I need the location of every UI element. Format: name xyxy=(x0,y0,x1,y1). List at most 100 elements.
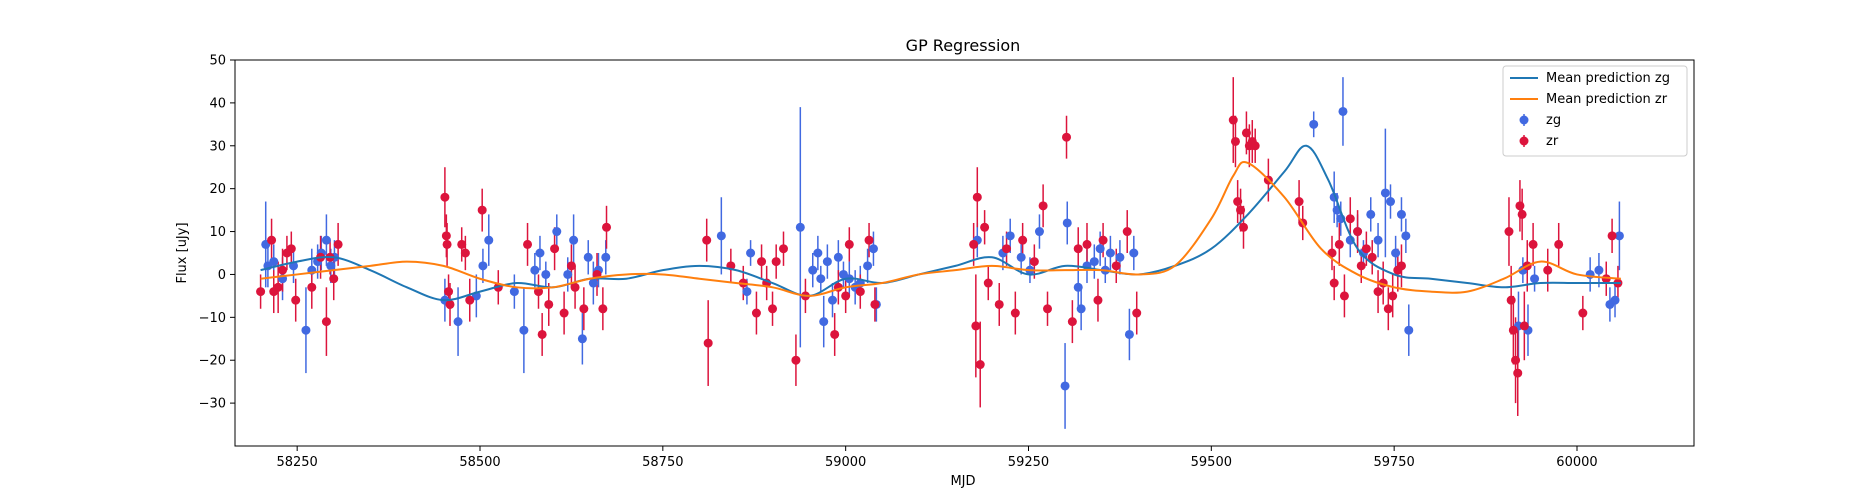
zr-point xyxy=(1396,261,1406,271)
zr-point xyxy=(566,261,576,271)
zr-point xyxy=(457,239,467,249)
zr-point xyxy=(1122,227,1132,237)
zg-point xyxy=(1073,282,1083,292)
y-tick-label: −20 xyxy=(199,354,226,369)
y-tick-label: −30 xyxy=(199,397,226,412)
zg-point xyxy=(746,248,756,258)
y-axis-label: Flux [uJy] xyxy=(175,222,190,283)
zr-point xyxy=(1528,239,1538,249)
zr-point xyxy=(1002,244,1012,254)
zr-point xyxy=(273,282,283,292)
zr-point xyxy=(598,304,608,314)
x-tick-label: 58750 xyxy=(642,455,683,470)
zr-point xyxy=(1239,222,1249,232)
zr-point xyxy=(791,355,801,365)
legend-label-zg: zg xyxy=(1546,113,1561,128)
zg-point xyxy=(1610,295,1620,305)
zg-point xyxy=(569,235,579,245)
zr-point xyxy=(1327,248,1337,258)
zr-point xyxy=(841,291,851,301)
zg-point xyxy=(833,252,843,262)
zr-point xyxy=(1093,295,1103,305)
mean-prediction-zr-line xyxy=(260,161,1621,297)
zr-point xyxy=(442,239,452,249)
zg-point xyxy=(868,244,878,254)
x-tick-label: 60000 xyxy=(1556,455,1597,470)
zr-point xyxy=(267,235,277,245)
plot-area xyxy=(256,77,1624,429)
zr-point xyxy=(321,317,331,327)
zr-point xyxy=(1607,231,1617,241)
zr-point xyxy=(1356,261,1366,271)
x-tick-label: 58250 xyxy=(276,455,317,470)
zr-point xyxy=(1578,308,1588,318)
legend: Mean prediction zg Mean prediction zr zg… xyxy=(1502,65,1688,157)
zr-point xyxy=(768,304,778,314)
zr-point xyxy=(1230,136,1240,146)
zr-point xyxy=(983,278,993,288)
zr-point xyxy=(980,222,990,232)
mean-prediction-lines xyxy=(260,144,1621,302)
zg-point xyxy=(813,248,823,258)
zr-point xyxy=(1228,115,1238,125)
x-tick-label: 59000 xyxy=(825,455,866,470)
zg-point xyxy=(541,269,551,279)
zr-point xyxy=(1373,287,1383,297)
zg-point xyxy=(716,231,726,241)
x-tick-label: 59500 xyxy=(1191,455,1232,470)
zr-point xyxy=(864,235,874,245)
zr-point xyxy=(1082,239,1092,249)
zr-point xyxy=(550,244,560,254)
x-axis-ticks: 58250 58500 58750 59000 59250 59500 59750 60000 xyxy=(276,446,1598,470)
zr-point xyxy=(440,192,450,202)
zg-point xyxy=(822,257,832,267)
zr-point xyxy=(771,257,781,267)
zg-point xyxy=(742,287,752,297)
zg-point xyxy=(795,222,805,232)
y-tick-label: −10 xyxy=(199,311,226,326)
y-tick-label: 0 xyxy=(218,268,226,283)
zg-point xyxy=(1385,197,1395,207)
zr-point xyxy=(1250,141,1260,151)
zr-point xyxy=(1334,239,1344,249)
zr-point xyxy=(1353,227,1363,237)
zr-point xyxy=(1073,244,1083,254)
zr-point xyxy=(544,299,554,309)
zg-point xyxy=(583,252,593,262)
zr-point xyxy=(1018,235,1028,245)
zr-point xyxy=(537,329,547,339)
legend-marker-zr xyxy=(1519,136,1529,146)
zr-point xyxy=(1233,197,1243,207)
zr-point xyxy=(559,308,569,318)
zg-point xyxy=(484,235,494,245)
legend-label-mean-zr: Mean prediction zr xyxy=(1546,92,1668,107)
zr-point xyxy=(291,295,301,305)
zr-point xyxy=(1367,252,1377,262)
y-tick-label: 40 xyxy=(209,96,226,111)
zr-point xyxy=(286,244,296,254)
mean-prediction-zg-line xyxy=(260,144,1621,302)
zr-point xyxy=(1098,235,1108,245)
zg-point xyxy=(563,269,573,279)
zg-point xyxy=(530,265,540,275)
zg-point xyxy=(1129,248,1139,258)
zr-point xyxy=(1329,278,1339,288)
zg-point xyxy=(1366,209,1376,219)
zr-point xyxy=(1513,368,1523,378)
zr-point xyxy=(602,222,612,232)
zg-point xyxy=(1089,257,1099,267)
zg-point xyxy=(1404,325,1414,335)
zr-point xyxy=(1554,239,1564,249)
zr-point xyxy=(477,205,487,215)
y-axis-ticks: −30 −20 −10 0 10 20 30 40 50 xyxy=(199,54,235,412)
zr-point xyxy=(855,287,865,297)
zr-point xyxy=(757,257,767,267)
zr-point xyxy=(1111,261,1121,271)
legend-label-mean-zg: Mean prediction zg xyxy=(1546,71,1670,86)
y-tick-label: 50 xyxy=(209,54,226,69)
zr-point xyxy=(1067,317,1077,327)
zr-point xyxy=(969,239,979,249)
legend-label-zr: zr xyxy=(1546,134,1559,149)
zr-point xyxy=(1508,325,1518,335)
zr-point xyxy=(1517,209,1527,219)
